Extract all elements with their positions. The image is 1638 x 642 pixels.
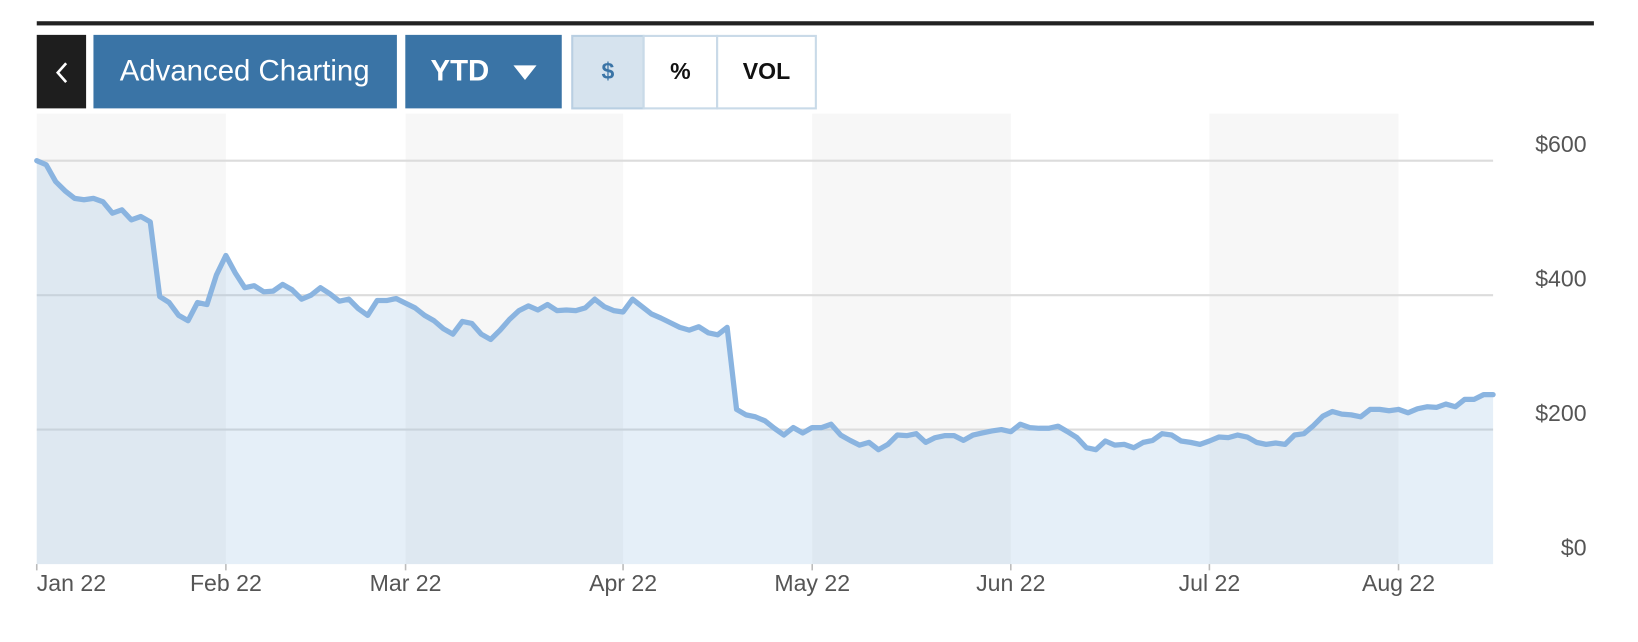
back-button[interactable]	[36, 34, 87, 109]
month-band	[812, 113, 1011, 565]
x-tick-label: May 22	[774, 570, 850, 596]
month-band	[36, 113, 226, 565]
advanced-charting-button[interactable]	[93, 34, 397, 109]
x-tick-label: Apr 22	[589, 570, 657, 596]
x-tick-label: Mar 22	[370, 570, 442, 596]
advanced-charting-label[interactable]: Advanced Charting	[120, 54, 370, 87]
y-tick-label: $0	[1561, 534, 1587, 560]
mode-percent-label[interactable]: %	[670, 58, 691, 84]
x-tick-label: Aug 22	[1362, 570, 1435, 596]
price-line	[34, 158, 1496, 453]
mode-dollar-label[interactable]: $	[602, 58, 615, 84]
mode-vol-button[interactable]	[716, 34, 817, 110]
back-button-bg[interactable]	[36, 34, 87, 109]
dropdown-arrow	[513, 65, 537, 81]
x-tick-label: Jan 22	[37, 570, 106, 596]
mode-percent-button[interactable]	[642, 34, 719, 110]
y-tick-label: $400	[1535, 266, 1586, 292]
chevron-icon	[55, 62, 68, 83]
month-band	[405, 113, 624, 565]
range-label[interactable]: YTD	[431, 54, 490, 87]
x-tick-label: Feb 22	[190, 570, 262, 596]
mode-vol-label[interactable]: VOL	[743, 58, 790, 84]
mode-dollar-button[interactable]	[571, 34, 645, 110]
range-dropdown[interactable]	[405, 34, 562, 109]
area-fill	[36, 160, 1494, 565]
y-tick-label: $200	[1535, 400, 1586, 426]
x-tick-label: Jul 22	[1179, 570, 1241, 596]
top-rule	[36, 21, 1594, 26]
x-tick-label: Jun 22	[976, 570, 1045, 596]
month-band	[1209, 113, 1399, 565]
y-tick-label: $600	[1535, 131, 1586, 157]
